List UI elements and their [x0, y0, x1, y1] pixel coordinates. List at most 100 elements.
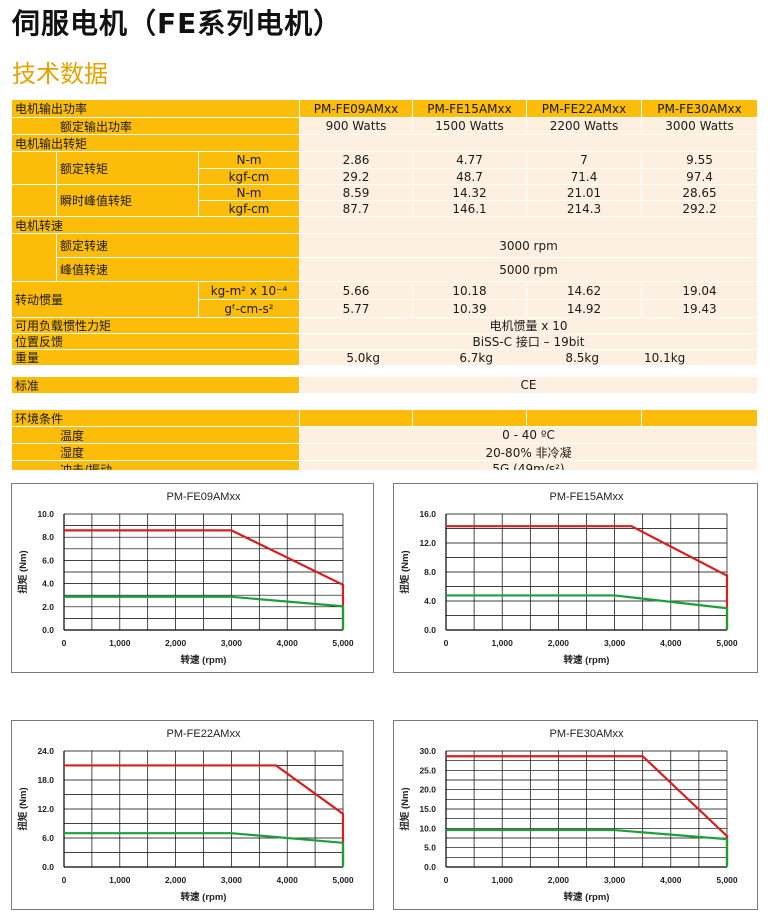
x-axis-label: 转速 (rpm) [564, 654, 610, 666]
table-cell: 8.59 [300, 185, 412, 200]
y-axis-label: 扭矩 (Nm) [399, 787, 411, 830]
table-cell: 9.55 [642, 152, 757, 168]
rated-torque-line [64, 832, 345, 867]
chart-fe30: PM-FE30AMxx 0.0 5.0 10.0 15.0 20.0 25.0 30.0 0 1,… [393, 720, 758, 910]
table-cell: 19.43 [642, 300, 757, 317]
peak-speed-label: 峰值转速 [57, 258, 299, 281]
x-tick-label: 0 [62, 875, 67, 885]
table-cell: 21.01 [527, 185, 641, 200]
table-cell: 5.66 [300, 282, 412, 299]
table-indent [12, 152, 56, 184]
unit-label: kg-m² x 10⁻⁴ [199, 282, 299, 299]
table-indent [12, 185, 56, 216]
humidity-label: 湿度 [12, 444, 299, 460]
y-tick-label: 5.0 [424, 843, 436, 853]
model-header: PM-FE22AMxx [527, 100, 641, 117]
table-row: 位置反馈 BiSS-C 接口 – 19bit [12, 334, 757, 349]
table-cell [642, 410, 757, 426]
table-cell: 20-80% 非冷凝 [300, 444, 757, 460]
y-tick-label: 12.0 [37, 804, 54, 814]
standard-label: 标准 [12, 377, 299, 393]
table-row: 湿度 20-80% 非冷凝 [12, 444, 757, 460]
table-cell: CE [300, 377, 757, 393]
y-tick-label: 4.0 [424, 596, 436, 606]
unit-label: N-m [199, 152, 299, 168]
model-header: PM-FE09AMxx [300, 100, 412, 117]
x-tick-label: 2,000 [548, 875, 570, 885]
chart-fe09: PM-FE09AMxx 0.0 2.0 4.0 6.0 8.0 10.0 0 1,000 2,00… [11, 483, 374, 673]
y-tick-label: 30.0 [419, 746, 436, 756]
chart-svg: PM-FE09AMxx 0.0 2.0 4.0 6.0 8.0 10.0 0 1,000 2,00… [17, 491, 354, 666]
table-row: 额定转速 3000 rpm [12, 234, 757, 257]
x-tick-label: 4,000 [660, 638, 682, 648]
rated-torque-line [64, 595, 345, 630]
y-tick-label: 10.0 [419, 823, 436, 833]
chart-title: PM-FE15AMxx [550, 491, 624, 503]
table-row: N-m 8.59 14.32 21.01 28.65 [12, 185, 757, 200]
y-tick-label: 6.0 [42, 555, 54, 565]
x-tick-label: 5,000 [332, 638, 354, 648]
y-tick-label: 12.0 [419, 538, 436, 548]
x-tick-label: 0 [444, 638, 449, 648]
table-cell: 10.18 [413, 282, 526, 299]
x-tick-label: 3,000 [604, 638, 626, 648]
table-cell [300, 410, 412, 426]
table-cell: 14.92 [527, 300, 641, 317]
table-row: 温度 0 - 40 ºC [12, 427, 757, 443]
table-row: 电机输出功率 PM-FE09AMxx PM-FE15AMxx PM-FE22AM… [12, 100, 757, 117]
x-axis-label: 转速 (rpm) [564, 891, 610, 903]
rated-torque-line [446, 828, 729, 867]
table-cell: 900 Watts [300, 118, 412, 134]
chart-fe15: PM-FE15AMxx 0.0 4.0 8.0 12.0 16.0 0 1,000 2,000 3… [393, 483, 758, 673]
table-row: 重量 5.0kg 6.7kg 8.5kg 10.1kg [12, 350, 757, 365]
table-cell: 5G (49m/s²) [300, 461, 757, 470]
shock-label: 冲击/振动 [12, 461, 299, 470]
x-tick-label: 0 [444, 875, 449, 885]
table-cell: 10.1kg [644, 350, 686, 365]
table-cell: 214.3 [527, 201, 641, 216]
peak-torque-line [446, 525, 729, 630]
page-subtitle: 技术数据 [12, 60, 108, 88]
table-row: gᶠ-cm-s² 5.77 10.39 14.92 19.43 [12, 300, 757, 317]
table-row [12, 234, 757, 281]
chart-svg: PM-FE15AMxx 0.0 4.0 8.0 12.0 16.0 0 1,000 2,000 3… [399, 491, 738, 666]
x-tick-label: 2,000 [548, 638, 570, 648]
y-tick-label: 24.0 [37, 746, 54, 756]
table-cell: 4.77 [413, 152, 526, 168]
table-cell: 10.39 [413, 300, 526, 317]
table-cell: 电机惯量 x 10 [300, 318, 757, 333]
table-cell: 292.2 [642, 201, 757, 216]
y-axis-label: 扭矩 (Nm) [399, 550, 411, 593]
page-title: 伺服电机（FE系列电机） [12, 7, 343, 40]
y-tick-label: 4.0 [42, 579, 54, 589]
inertia-label: 转动惯量 [12, 282, 198, 317]
rated-speed-label: 额定转速 [57, 234, 299, 257]
table-cell: 146.1 [413, 201, 526, 216]
unit-label: gᶠ-cm-s² [199, 300, 299, 317]
x-tick-label: 4,000 [277, 638, 299, 648]
chart-fe22: PM-FE22AMxx 0.0 6.0 12.0 18.0 24.0 0 1,000 2,000… [11, 720, 374, 910]
table-cell: 5.0kg [346, 350, 380, 365]
y-tick-label: 0.0 [424, 862, 436, 872]
table-cell: 28.65 [642, 185, 757, 200]
x-tick-label: 3,000 [221, 875, 243, 885]
y-tick-label: 20.0 [419, 785, 436, 795]
table-cell: 3000 rpm [300, 234, 757, 257]
table-row: 环境条件 [12, 410, 757, 426]
x-tick-label: 5,000 [716, 875, 738, 885]
table-row: N-m 2.86 4.77 7 9.55 [12, 152, 757, 168]
table-row: 电机转速 [12, 217, 757, 233]
y-tick-label: 8.0 [424, 567, 436, 577]
y-tick-label: 0.0 [42, 862, 54, 872]
table-cell: 97.4 [642, 169, 757, 184]
table-cell: 5000 rpm [300, 258, 757, 281]
x-tick-label: 1,000 [109, 638, 131, 648]
x-tick-label: 1,000 [492, 875, 514, 885]
table-row: 额定输出功率 900 Watts 1500 Watts 2200 Watts 3… [12, 118, 757, 134]
table-cell [527, 410, 641, 426]
table-cell: 7 [527, 152, 641, 168]
table-cell [300, 350, 757, 365]
table-row: 可用负载惯性力矩 电机惯量 x 10 [12, 318, 757, 333]
y-tick-label: 25.0 [419, 765, 436, 775]
unit-label: kgf-cm [199, 201, 299, 216]
